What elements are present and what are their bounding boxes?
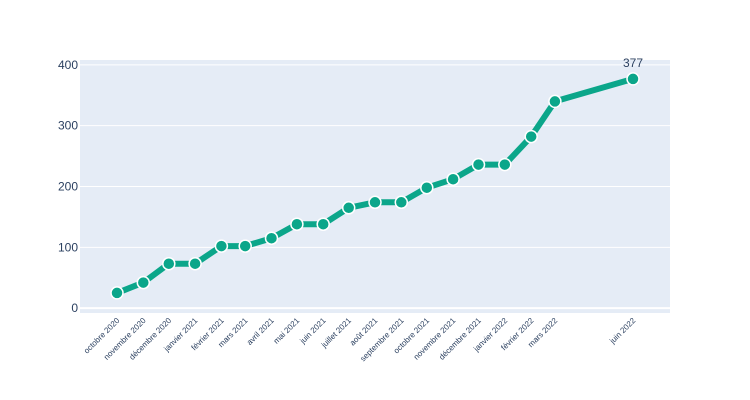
data-point [264, 231, 279, 245]
x-tick-label: mai 2021 [272, 316, 302, 346]
y-tick-label: 200 [58, 180, 78, 194]
y-tick-label: 100 [58, 240, 78, 254]
data-point [110, 286, 124, 300]
data-labels: 377 [623, 56, 643, 70]
data-point [290, 217, 304, 231]
data-point [341, 201, 356, 215]
data-point [498, 157, 512, 172]
data-point [394, 195, 409, 210]
data-points [110, 72, 640, 300]
x-tick-label: avril 2021 [245, 316, 276, 347]
data-point [238, 239, 252, 253]
data-point [214, 239, 229, 253]
data-point [548, 94, 562, 109]
data-point [420, 180, 434, 195]
y-gridlines [80, 64, 670, 310]
y-tick-label: 0 [71, 301, 78, 315]
x-tick-label: juin 2022 [607, 316, 637, 346]
data-point [626, 72, 640, 86]
data-point [316, 217, 330, 231]
data-point [368, 195, 382, 210]
data-point [136, 275, 151, 290]
data-label: 377 [623, 56, 643, 70]
data-point [471, 157, 486, 172]
y-axis-ticks: 0 100 200 300 400 [58, 58, 78, 315]
data-point [188, 256, 202, 271]
data-point [446, 172, 460, 186]
data-point [524, 129, 538, 144]
data-point [162, 256, 176, 271]
y-tick-label: 400 [58, 58, 78, 72]
y-tick-label: 300 [58, 119, 78, 133]
